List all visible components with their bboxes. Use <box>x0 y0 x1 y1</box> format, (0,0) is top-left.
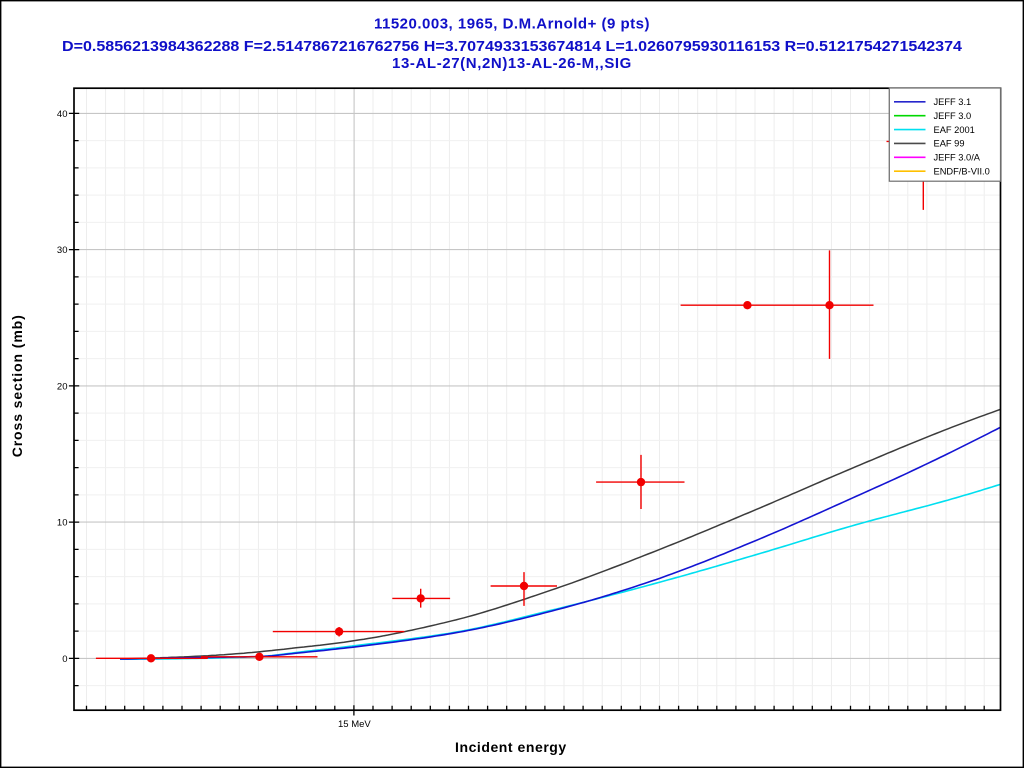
svg-text:13-AL-27(N,2N)13-AL-26-M,,SIG: 13-AL-27(N,2N)13-AL-26-M,,SIG <box>392 55 632 72</box>
svg-text:EAF 99: EAF 99 <box>934 139 965 149</box>
svg-text:20: 20 <box>57 381 68 392</box>
svg-text:40: 40 <box>57 109 68 120</box>
svg-text:11520.003, 1965, D.M.Arnold+ (: 11520.003, 1965, D.M.Arnold+ (9 pts) <box>374 16 650 33</box>
svg-text:D=0.5856213984362288 F=2.51478: D=0.5856213984362288 F=2.514786721676275… <box>62 38 963 55</box>
svg-text:JEFF 3.0: JEFF 3.0 <box>934 111 972 121</box>
svg-text:EAF 2001: EAF 2001 <box>934 125 975 135</box>
svg-text:15 MeV: 15 MeV <box>338 719 371 730</box>
svg-text:ENDF/B-VII.0: ENDF/B-VII.0 <box>934 167 990 177</box>
svg-text:JEFF 3.1: JEFF 3.1 <box>934 97 972 107</box>
svg-text:Incident energy: Incident energy <box>455 739 567 755</box>
svg-text:30: 30 <box>57 245 68 256</box>
svg-text:JEFF 3.0/A: JEFF 3.0/A <box>934 153 981 163</box>
svg-text:Cross section (mb): Cross section (mb) <box>9 314 25 457</box>
svg-text:0: 0 <box>62 654 67 665</box>
svg-text:10: 10 <box>57 518 68 529</box>
